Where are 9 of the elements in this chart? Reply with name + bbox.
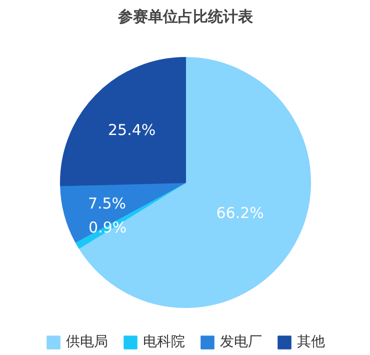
legend-label: 供电局 — [66, 333, 108, 351]
legend-label: 电科院 — [143, 333, 185, 351]
chart-title: 参赛单位占比统计表 — [117, 8, 254, 26]
data-label: 0.9% — [88, 218, 127, 237]
data-label: 7.5% — [88, 194, 126, 212]
data-label: 25.4% — [108, 121, 156, 140]
legend-label: 发电厂 — [220, 333, 262, 351]
legend-label: 其他 — [297, 333, 325, 351]
data-label: 66.2% — [216, 204, 264, 222]
